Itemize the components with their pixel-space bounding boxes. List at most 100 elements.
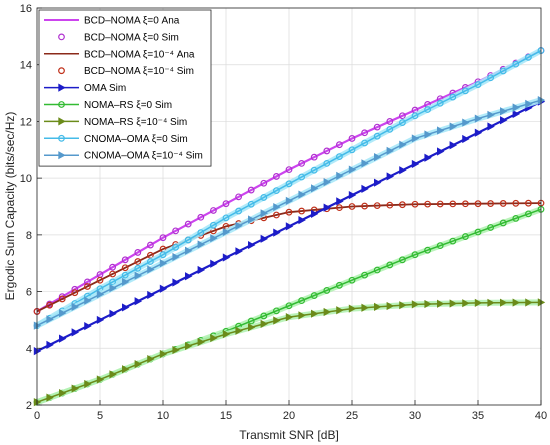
series-point	[134, 258, 142, 265]
series-point	[298, 216, 306, 225]
series-point	[323, 147, 331, 155]
series-point	[46, 340, 54, 349]
legend-marker	[58, 83, 66, 92]
series-point	[260, 194, 268, 201]
series-point	[260, 209, 269, 218]
series-point	[298, 297, 306, 305]
series-point	[373, 266, 381, 274]
series-point	[84, 379, 92, 389]
series-point	[46, 315, 54, 324]
legend-label: NOMA–RS ξ=10⁻⁴ Sim	[84, 117, 187, 128]
series-point	[285, 222, 294, 231]
series-point	[500, 107, 508, 116]
series-point	[487, 110, 495, 120]
ticks: 0 5 10 15 20 25 30 35 40 2 4 6 8 10 12 14 16	[20, 3, 547, 422]
x-tick-label: 30	[409, 410, 421, 422]
series-point	[361, 129, 369, 137]
series-point	[71, 328, 80, 337]
series-point	[361, 159, 369, 168]
series-point	[59, 309, 67, 318]
series-5	[33, 97, 546, 356]
legend-marker	[58, 101, 65, 108]
series-point	[197, 213, 205, 221]
series-point	[525, 298, 533, 307]
series-point	[184, 220, 192, 228]
y-axis-label: Ergodic Sum Capacity (bits/sec/Hz)	[3, 112, 17, 301]
series-point	[462, 200, 469, 208]
series-point	[248, 215, 256, 224]
series-point	[525, 53, 532, 61]
y-tick-label: 8	[26, 230, 32, 242]
series-point	[424, 299, 432, 309]
y-tick-label: 14	[20, 60, 32, 72]
series-point	[222, 214, 230, 222]
series-point	[235, 221, 243, 230]
series-point	[437, 126, 445, 135]
series-point	[248, 323, 256, 332]
series-point	[235, 207, 243, 215]
series-point	[46, 301, 53, 309]
series-point	[323, 287, 331, 294]
series-point	[323, 203, 332, 212]
series-point	[436, 242, 444, 250]
series-point	[209, 221, 217, 229]
series-point	[373, 202, 381, 209]
series-point	[71, 289, 79, 297]
series-point	[499, 219, 507, 227]
series-point	[411, 134, 420, 143]
series-point	[134, 264, 142, 272]
series-point	[449, 122, 458, 131]
series-point	[386, 301, 395, 311]
series-point	[134, 249, 142, 256]
series-point	[373, 132, 381, 140]
legend-label: CNOMA–OMA ξ=0 Sim	[84, 134, 188, 145]
series-point	[96, 315, 105, 325]
series-point	[436, 200, 444, 208]
series-point	[273, 187, 280, 195]
series-point	[298, 190, 306, 199]
series-point	[348, 146, 356, 154]
series-point	[399, 166, 407, 175]
series-point	[474, 298, 483, 308]
series-point	[83, 283, 91, 290]
series-point	[147, 290, 155, 300]
series-point	[399, 201, 406, 209]
series-point	[424, 153, 432, 162]
series-point	[487, 200, 495, 207]
series-point	[58, 295, 66, 303]
series-point	[109, 278, 116, 286]
series-point	[185, 272, 193, 281]
series-point	[121, 271, 129, 279]
legend-label: BCD–NOMA ξ=0 Sim	[84, 32, 179, 43]
series-point	[159, 251, 167, 259]
x-tick-label: 40	[535, 410, 547, 422]
series-point	[285, 208, 293, 216]
series-point	[399, 112, 406, 120]
series-point	[361, 271, 369, 279]
series-point	[399, 301, 407, 310]
series-point	[424, 130, 432, 139]
series-point	[499, 67, 507, 75]
series-point	[386, 118, 394, 125]
series-point	[462, 233, 469, 240]
series-point	[474, 128, 483, 137]
series-point	[109, 284, 117, 293]
series-point	[525, 99, 533, 108]
series-8	[33, 47, 545, 330]
series-point	[260, 312, 268, 320]
series-point	[109, 263, 116, 271]
series-point	[386, 201, 394, 209]
series-point	[285, 180, 293, 188]
series-point	[512, 109, 521, 119]
series-point	[525, 210, 532, 218]
series-point	[109, 370, 117, 379]
series-point	[247, 317, 255, 325]
series-point	[512, 298, 521, 307]
series-point	[386, 125, 394, 133]
series-point	[424, 246, 432, 254]
series-point	[474, 114, 483, 123]
series-point	[487, 122, 495, 131]
series-point	[525, 199, 532, 207]
series-point	[222, 253, 231, 262]
series-point	[361, 184, 369, 194]
